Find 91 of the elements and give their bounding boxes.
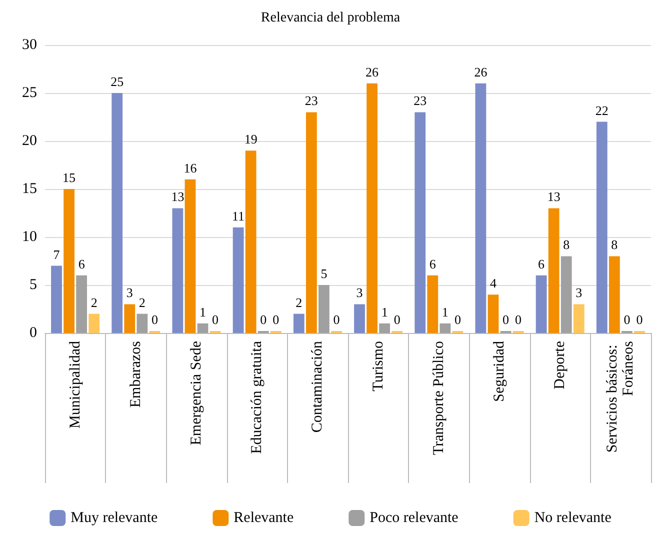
data-label: 3 xyxy=(356,285,363,300)
x-tick-label: Transporte Público xyxy=(430,341,447,456)
bar xyxy=(112,93,123,333)
bar xyxy=(596,122,608,333)
data-label: 2 xyxy=(296,294,302,310)
data-label: 1 xyxy=(442,304,448,320)
y-tick-label: 20 xyxy=(22,133,37,149)
data-label: 0 xyxy=(502,312,510,327)
y-tick-label: 30 xyxy=(22,37,37,53)
legend-label: No relevante xyxy=(534,510,612,526)
data-label: 19 xyxy=(244,132,258,147)
data-label: 23 xyxy=(304,93,318,108)
bar xyxy=(306,112,317,333)
bar xyxy=(293,314,304,333)
data-label: 0 xyxy=(636,312,643,327)
bar xyxy=(88,314,100,333)
bar xyxy=(197,323,208,333)
data-label: 6 xyxy=(429,256,436,272)
bar xyxy=(354,304,365,333)
data-label: 0 xyxy=(624,312,630,327)
data-label: 0 xyxy=(454,312,461,327)
bar xyxy=(184,179,196,333)
x-tick-label: Servicios básicos: Foráneos xyxy=(604,340,637,453)
data-label: 0 xyxy=(272,312,280,327)
bar xyxy=(245,150,256,333)
y-tick-label: 25 xyxy=(22,85,37,101)
data-label: 23 xyxy=(414,93,427,108)
bar xyxy=(475,83,486,333)
data-label: 0 xyxy=(212,312,219,327)
data-label: 26 xyxy=(366,64,380,80)
bar xyxy=(366,83,378,333)
data-label: 5 xyxy=(320,266,328,281)
data-label: 11 xyxy=(232,208,245,224)
y-tick-label: 0 xyxy=(30,325,37,341)
data-label: 0 xyxy=(515,312,522,327)
bar xyxy=(536,275,547,333)
bar xyxy=(548,208,560,333)
data-label: 6 xyxy=(538,256,546,272)
data-label: 3 xyxy=(576,285,582,300)
data-label: 16 xyxy=(184,160,198,176)
data-label: 0 xyxy=(394,312,400,327)
bar xyxy=(136,314,148,333)
data-label: 1 xyxy=(381,304,388,320)
x-tick-label: Deporte xyxy=(552,340,568,390)
data-label: 25 xyxy=(110,74,124,89)
data-label: 26 xyxy=(474,64,488,80)
data-label: 8 xyxy=(563,237,570,252)
x-tick-label: Municipalidad xyxy=(67,340,84,428)
x-tick-label: Contaminación xyxy=(310,340,326,433)
data-label: 6 xyxy=(78,256,86,272)
data-label: 0 xyxy=(151,312,158,327)
data-label: 1 xyxy=(200,304,206,320)
bar xyxy=(414,112,426,333)
data-label: 22 xyxy=(595,102,608,118)
data-label: 15 xyxy=(62,170,76,185)
y-tick-label: 15 xyxy=(22,181,37,197)
data-label: 13 xyxy=(547,189,560,204)
legend-label: Muy relevante xyxy=(70,510,158,526)
bar xyxy=(232,227,244,333)
legend-label: Poco relevante xyxy=(370,510,459,526)
y-tick-label: 10 xyxy=(22,229,37,245)
bar xyxy=(573,304,584,333)
bar xyxy=(64,189,74,333)
data-label: 2 xyxy=(138,294,146,310)
data-label: 0 xyxy=(260,312,267,327)
bar xyxy=(427,275,438,333)
bar xyxy=(124,304,136,333)
data-label: 0 xyxy=(333,312,340,327)
data-label: 13 xyxy=(171,189,184,204)
bar xyxy=(318,285,330,333)
chart-title: Relevancia del problema xyxy=(260,10,401,26)
x-tick-label: Embarazos xyxy=(128,340,144,408)
bar xyxy=(608,256,620,333)
bar xyxy=(560,256,572,333)
legend-label: Relevante xyxy=(234,510,294,526)
data-label: 7 xyxy=(53,246,60,262)
bar xyxy=(488,294,499,333)
data-label: 2 xyxy=(90,294,98,310)
bar xyxy=(51,266,62,333)
bar xyxy=(172,208,184,333)
x-tick-label: Emergencia Sede xyxy=(188,340,204,446)
x-tick-label: Turismo xyxy=(370,341,386,392)
data-label: 3 xyxy=(126,285,133,300)
bar xyxy=(440,323,451,333)
x-tick-label: Educación gratuita xyxy=(249,340,266,454)
y-tick-label: 5 xyxy=(30,277,37,293)
data-label: 4 xyxy=(490,276,497,291)
bar xyxy=(76,275,88,333)
data-label: 8 xyxy=(611,237,618,252)
x-tick-label: Seguridad xyxy=(492,340,508,402)
bar xyxy=(379,323,390,333)
